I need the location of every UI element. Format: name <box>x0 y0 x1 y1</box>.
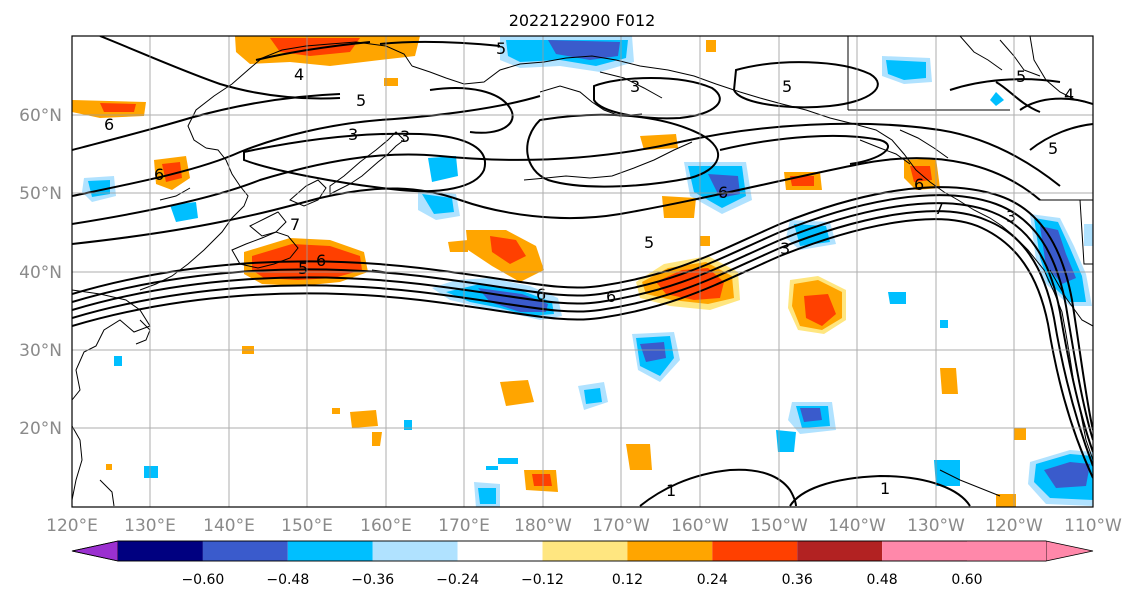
contour-label: 6 <box>914 175 924 194</box>
lon-tick-label: 140°E <box>203 516 255 536</box>
lat-tick-label: 40°N <box>19 263 62 283</box>
contour-label: 5 <box>644 233 654 252</box>
colorbar-tick-label: 0.48 <box>867 572 898 588</box>
longitude-axis: 120°E 130°E 140°E 150°E 160°E 170°E 180°… <box>46 516 1122 536</box>
contour-label: 7 <box>290 215 300 234</box>
gridlines <box>72 36 1093 507</box>
contour-label: 7 <box>934 199 944 218</box>
contour-label: 5 <box>1048 139 1058 158</box>
lon-tick-label: 130°E <box>124 516 176 536</box>
colorbar-segment <box>287 541 373 561</box>
contour-label: 5 <box>1016 67 1026 86</box>
contour-label: 4 <box>294 65 304 84</box>
colorbar-tick-label: 0.24 <box>697 572 728 588</box>
contour-label: 1 <box>880 479 890 498</box>
lat-tick-label: 50°N <box>19 184 62 204</box>
colorbar-segment <box>542 541 628 561</box>
colorbar: −0.60 −0.48 −0.36 −0.24 −0.12 0.12 0.24 … <box>71 536 1096 588</box>
contour-label: 6 <box>104 115 114 134</box>
contour-label: 5 <box>356 91 366 110</box>
contour-labels: 5 4 3 3 5 6 5 3 5 4 5 6 7 5 6 6 5 6 6 7 … <box>104 39 1074 500</box>
lat-tick-label: 60°N <box>19 106 62 126</box>
colorbar-extend-low <box>71 540 119 562</box>
colorbar-tick-label: −0.24 <box>436 572 479 588</box>
contour-label: 6 <box>606 287 616 306</box>
lon-tick-label: 140°W <box>828 516 886 536</box>
colorbar-segment <box>457 541 543 561</box>
colorbar-segment <box>797 541 883 561</box>
lon-tick-label: 160°E <box>360 516 412 536</box>
map-frame <box>71 35 1094 508</box>
contour-label: 4 <box>1064 85 1074 104</box>
colorbar-segment <box>627 541 713 561</box>
colorbar-segment <box>372 541 458 561</box>
map-title: 2022122900 F012 <box>509 11 656 30</box>
contour-lines <box>72 36 1093 507</box>
contour-label: 5 <box>298 259 308 278</box>
contour-label: 1 <box>666 481 676 500</box>
colorbar-segment <box>202 541 288 561</box>
colorbar-tick-label: −0.12 <box>521 572 564 588</box>
lon-tick-label: 170°E <box>438 516 490 536</box>
contour-label: 3 <box>780 239 790 258</box>
contour-label: 3 <box>630 77 640 96</box>
contour-label: 3 <box>400 127 410 146</box>
lon-tick-label: 170°W <box>592 516 650 536</box>
colorbar-tick-label: 0.12 <box>612 572 643 588</box>
colorbar-segment <box>712 541 798 561</box>
latitude-axis: 20°N 30°N 40°N 50°N 60°N <box>19 106 62 439</box>
colorbar-tick-label: 0.60 <box>951 572 982 588</box>
lon-tick-label: 120°E <box>46 516 98 536</box>
lon-tick-label: 130°W <box>907 516 965 536</box>
contour-label: 3 <box>1006 207 1016 226</box>
contour-label: 3 <box>348 125 358 144</box>
lon-tick-label: 160°W <box>671 516 729 536</box>
lon-tick-label: 150°E <box>281 516 333 536</box>
coastlines <box>72 36 1093 507</box>
contour-label: 6 <box>316 251 326 270</box>
lat-tick-label: 30°N <box>19 341 62 361</box>
colorbar-segment <box>882 541 967 561</box>
colorbar-tick-label: 0.36 <box>782 572 813 588</box>
contour-label: 6 <box>536 285 546 304</box>
lat-tick-label: 20°N <box>19 419 62 439</box>
colorbar-tick-label: −0.36 <box>351 572 394 588</box>
contour-label: 5 <box>496 39 506 58</box>
lon-tick-label: 180°W <box>514 516 572 536</box>
contour-label: 6 <box>154 165 164 184</box>
lon-tick-label: 150°W <box>750 516 808 536</box>
lon-tick-label: 110°W <box>1064 516 1122 536</box>
colorbar-tick-label: −0.48 <box>266 572 309 588</box>
lon-tick-label: 120°W <box>985 516 1043 536</box>
contour-label: 5 <box>782 77 792 96</box>
colorbar-segment <box>118 541 203 561</box>
colorbar-tick-label: −0.60 <box>181 572 224 588</box>
colorbar-segment-last <box>967 541 1046 561</box>
